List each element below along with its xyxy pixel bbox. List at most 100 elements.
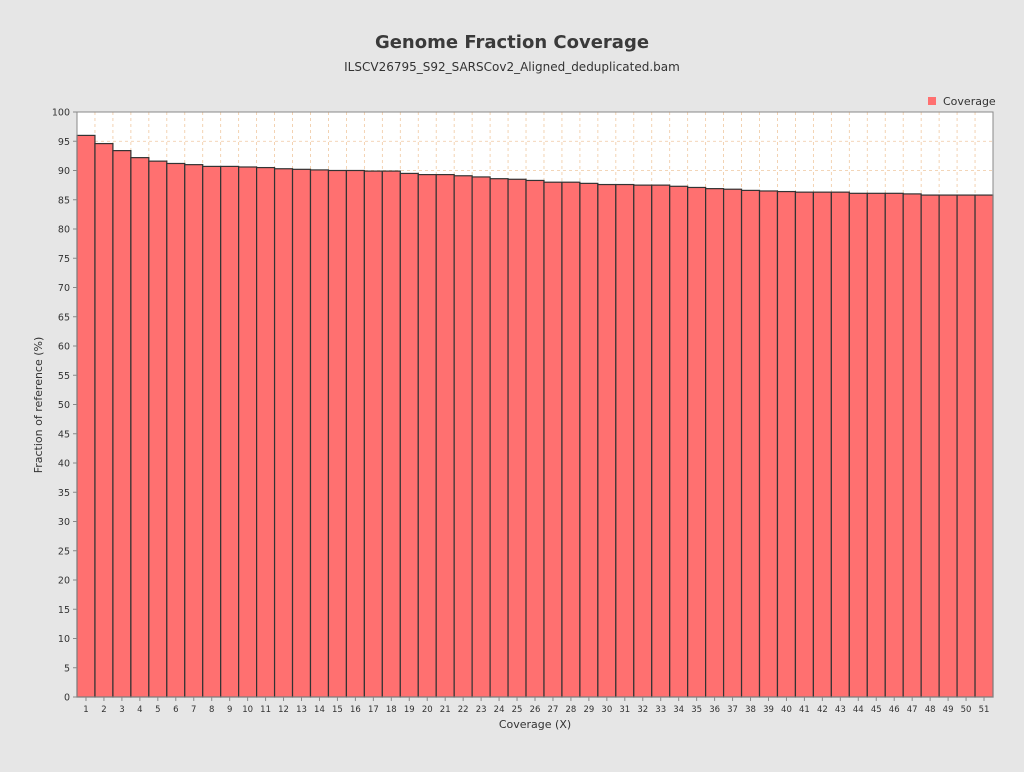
bar-12 [273,168,294,698]
y-tick-label: 70 [58,283,70,294]
x-tick-label: 25 [512,705,523,715]
x-tick-label: 3 [119,705,124,715]
bar-7 [184,164,204,698]
y-tick-label: 55 [58,371,70,382]
bar-36 [705,188,725,698]
x-tick-label: 1 [83,705,88,715]
x-tick-label: 41 [799,705,810,715]
x-tick-label: 40 [781,705,792,715]
bar-47 [902,193,922,698]
x-tick-label: 31 [619,705,630,715]
y-tick-label: 30 [58,517,70,528]
bar-8 [202,165,222,698]
bars [76,134,994,698]
bar-21 [435,173,455,698]
x-tick-label: 6 [173,705,178,715]
x-tick-label: 20 [422,705,433,715]
x-tick-label: 50 [961,705,972,715]
y-tick-label: 45 [58,429,70,440]
y-tick-label: 15 [58,605,70,616]
legend-swatch [928,97,936,105]
bar-9 [220,165,240,698]
x-tick-label: 22 [458,705,469,715]
x-tick-label: 51 [979,705,990,715]
x-tick-label: 23 [476,705,487,715]
x-tick-label: 9 [227,705,232,715]
y-tick-label: 95 [58,137,70,148]
x-tick-label: 12 [278,705,289,715]
bar-45 [866,192,886,698]
bar-32 [633,184,653,698]
bar-38 [740,189,761,698]
bar-49 [938,194,958,698]
x-tick-label: 10 [242,705,253,715]
y-tick-label: 40 [58,459,70,470]
x-tick-label: 19 [404,705,415,715]
bar-31 [615,183,635,698]
bar-37 [722,188,743,698]
bar-10 [238,166,258,698]
bar-40 [776,190,797,698]
x-tick-label: 32 [637,705,648,715]
x-tick-label: 36 [709,705,720,715]
bar-17 [363,170,383,698]
y-tick-label: 85 [58,195,70,206]
x-tick-label: 29 [583,705,594,715]
x-tick-label: 5 [155,705,160,715]
bar-3 [112,150,132,698]
x-tick-label: 14 [314,705,325,715]
x-tick-label: 30 [601,705,612,715]
x-axis: 1 2 3 4 5 6 7 8 9 10 11 12 13 14 15 16 17 18 19 20 21 22 23 24 2… [83,697,989,715]
x-tick-label: 48 [925,705,936,715]
x-tick-label: 33 [655,705,666,715]
x-tick-label: 16 [350,705,361,715]
bar-22 [453,175,473,698]
x-tick-label: 2 [101,705,106,715]
y-tick-label: 5 [64,663,70,674]
x-tick-label: 37 [727,705,738,715]
bar-33 [651,184,671,698]
bar-1 [76,134,96,698]
bar-20 [417,173,437,698]
bar-39 [758,190,779,698]
bar-13 [291,168,312,698]
bar-44 [848,192,868,698]
legend: Coverage [928,95,996,108]
y-tick-label: 0 [64,693,70,704]
y-axis-label: Fraction of reference (%) [32,337,45,474]
x-tick-label: 34 [673,705,684,715]
y-axis: 0 5 10 15 20 25 30 35 40 45 50 55 60 65 70 75 80 85 90 95 10… [52,108,77,704]
bar-41 [794,191,814,698]
x-tick-label: 27 [548,705,559,715]
bar-2 [94,142,114,698]
x-tick-label: 7 [191,705,196,715]
x-tick-label: 44 [853,705,864,715]
y-tick-label: 25 [58,546,70,557]
y-tick-label: 75 [58,254,70,265]
bar-24 [489,178,509,698]
y-tick-label: 100 [52,108,70,119]
bar-43 [830,191,850,698]
x-tick-label: 18 [386,705,397,715]
y-tick-label: 90 [58,166,70,177]
x-tick-label: 42 [817,705,828,715]
y-tick-label: 10 [58,634,70,645]
x-tick-label: 28 [566,705,577,715]
x-tick-label: 38 [745,705,756,715]
x-tick-label: 15 [332,705,343,715]
bar-46 [884,192,904,698]
bar-29 [579,182,599,698]
x-tick-label: 13 [296,705,307,715]
x-tick-label: 17 [368,705,379,715]
bar-14 [309,169,330,698]
x-tick-label: 39 [763,705,774,715]
x-axis-label: Coverage (X) [499,718,571,731]
x-tick-label: 49 [943,705,954,715]
bar-30 [597,183,617,698]
y-tick-label: 35 [58,488,70,499]
bar-42 [812,191,832,698]
x-tick-label: 24 [494,705,505,715]
bar-18 [381,170,401,698]
